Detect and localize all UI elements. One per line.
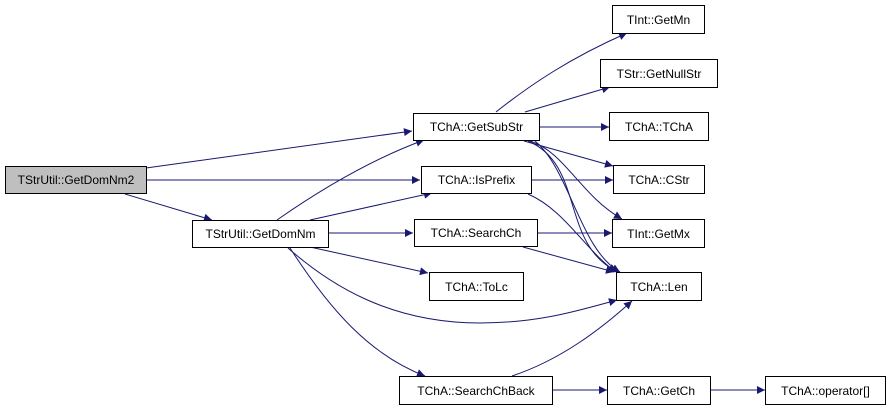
node-isprefix[interactable]: TChA::IsPrefix: [421, 166, 532, 194]
node-getnullstr[interactable]: TStr::GetNullStr: [600, 59, 718, 88]
node-getdomnm2: TStrUtil::GetDomNm2: [5, 166, 147, 194]
edge-getsubstr-getnullstr: [524, 85, 611, 113]
node-getch[interactable]: TChA::GetCh: [607, 376, 711, 405]
edge-searchchback-len: [511, 300, 633, 377]
node-getdomnm[interactable]: TStrUtil::GetDomNm: [192, 220, 329, 248]
edge-getdomnm2-getdomnm: [124, 193, 213, 222]
node-searchch[interactable]: TChA::SearchCh: [414, 219, 538, 247]
edge-getdomnm2-getsubstr: [145, 128, 413, 169]
node-operator[interactable]: TChA::operator[]: [765, 376, 886, 405]
node-tcha[interactable]: TChA::TChA: [609, 112, 709, 141]
edge-getdomnm-isprefix: [309, 190, 433, 221]
edge-getsubstr-getmx: [529, 140, 623, 220]
node-tolc[interactable]: TChA::ToLc: [429, 272, 524, 301]
node-cstr[interactable]: TChA::CStr: [613, 165, 705, 194]
node-getsubstr[interactable]: TChA::GetSubStr: [413, 113, 540, 141]
edge-getdomnm-tolc: [309, 246, 429, 276]
edge-searchch-len: [522, 246, 615, 274]
edge-getdomnm-searchchback: [289, 247, 426, 377]
edge-getdomnm-len: [287, 247, 618, 324]
node-searchchback[interactable]: TChA::SearchChBack: [399, 376, 553, 405]
edge-getdomnm-getsubstr: [276, 139, 425, 221]
edge-getsubstr-cstr: [523, 140, 614, 168]
node-getmx[interactable]: TInt::GetMx: [612, 219, 705, 248]
edge-isprefix-len: [527, 193, 617, 273]
edge-getsubstr-getmn: [495, 32, 628, 113]
edge-getsubstr-len-2: [534, 140, 621, 273]
node-len[interactable]: TChA::Len: [616, 272, 702, 301]
node-getmn[interactable]: TInt::GetMn: [612, 5, 705, 34]
